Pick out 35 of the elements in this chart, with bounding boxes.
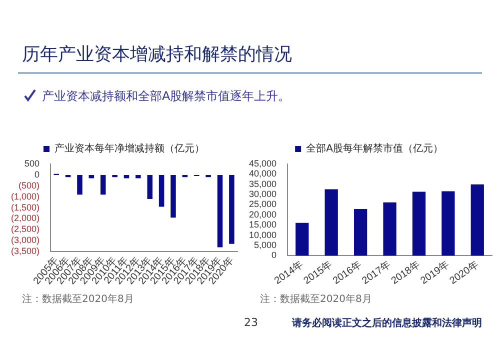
y-tick-label: 45,000 bbox=[248, 158, 277, 168]
text: 注：数据截至2020年8月 bbox=[22, 292, 134, 306]
chart-title: 历年产业资本增减持和解禁的情况 bbox=[22, 43, 292, 66]
x-tick-label: 2020年 bbox=[447, 258, 481, 287]
bar bbox=[383, 202, 396, 256]
text: 请务必阅读正文之后的信息披露和法律声明 bbox=[292, 316, 482, 330]
y-tick-label: (500) bbox=[18, 180, 40, 190]
bar bbox=[296, 222, 309, 256]
bar bbox=[354, 209, 368, 256]
y-tick-label: (2,500) bbox=[10, 224, 40, 234]
y-tick-label: (1,500) bbox=[10, 202, 40, 212]
bar bbox=[324, 189, 338, 256]
y-tick-label: 35,000 bbox=[248, 178, 277, 189]
bar bbox=[470, 184, 484, 256]
bar bbox=[442, 191, 455, 256]
legend-label: 产业资本每年净增减持额（亿元） bbox=[54, 142, 204, 155]
y-tick-label: (1,000) bbox=[10, 191, 40, 202]
y-tick-label: 15,000 bbox=[248, 220, 277, 230]
y-tick-label: 20,000 bbox=[248, 209, 277, 220]
legend-label: 全部A股每年解禁市值（亿元） bbox=[306, 142, 443, 155]
y-tick-label: 0 bbox=[34, 169, 40, 180]
bar bbox=[412, 192, 426, 256]
y-tick-label: 40,000 bbox=[248, 168, 277, 179]
text: 23 bbox=[244, 316, 258, 329]
y-tick-label: (3,000) bbox=[10, 235, 40, 246]
y-tick-label: (3,500) bbox=[10, 246, 40, 256]
y-tick-label: 25,000 bbox=[248, 199, 277, 210]
y-tick-label: 10,000 bbox=[248, 230, 277, 240]
y-tick-label: 500 bbox=[24, 158, 40, 168]
y-tick-label: 30,000 bbox=[248, 189, 277, 200]
y-tick-label: 5,000 bbox=[254, 240, 277, 250]
text: 注：数据截至2020年8月 bbox=[260, 292, 372, 306]
y-tick-label: (2,000) bbox=[10, 213, 40, 224]
chart-subtitle: 产业资本减持额和全部A股解禁市值逐年上升。 bbox=[42, 88, 290, 105]
y-tick-label: 0 bbox=[272, 250, 277, 260]
